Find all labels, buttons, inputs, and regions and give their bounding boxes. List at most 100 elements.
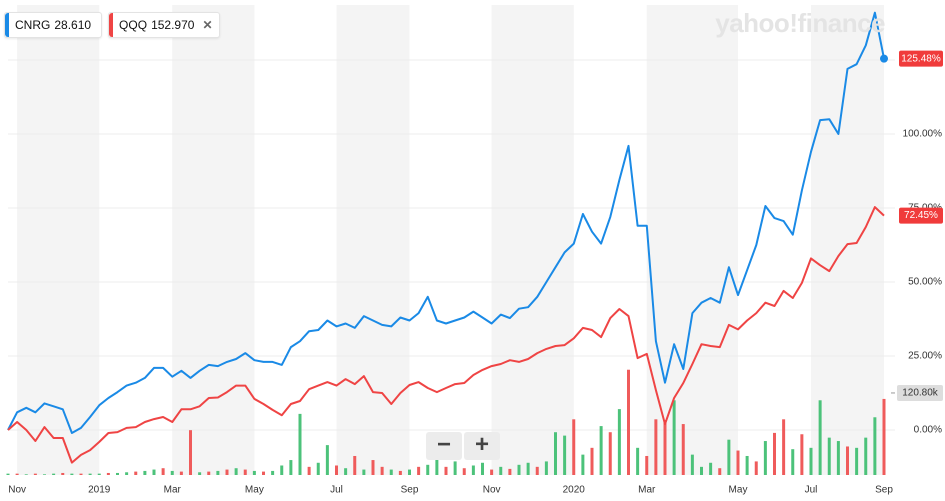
volume-bar — [97, 473, 101, 475]
volume-bar — [827, 437, 831, 475]
volume-bar — [252, 470, 256, 475]
volume-bar — [535, 466, 539, 475]
volume-bar — [499, 466, 503, 475]
volume-bar — [33, 473, 37, 475]
volume-bar — [371, 460, 375, 475]
month-band — [811, 5, 884, 475]
zoom-out-button[interactable]: − — [426, 432, 462, 460]
legend-entry[interactable]: CNRG 28.610 — [4, 12, 103, 38]
volume-bar — [873, 417, 877, 475]
x-tick-label: May — [245, 485, 264, 496]
volume-bar — [316, 462, 320, 475]
volume-bar — [654, 419, 658, 475]
volume-bar — [143, 470, 147, 475]
x-tick-label: 2019 — [88, 485, 111, 496]
volume-bar — [398, 470, 402, 475]
volume-bar — [262, 471, 265, 475]
volume-bar — [672, 400, 676, 475]
legend-price: 28.610 — [54, 18, 92, 32]
volume-bar — [116, 472, 119, 475]
y-tick-label: 0.00% — [914, 425, 942, 436]
x-tick-label: 2020 — [563, 485, 586, 496]
volume-tag: 120.80k — [902, 388, 939, 399]
zoom-in-button[interactable]: + — [464, 432, 500, 460]
x-tick-label: Nov — [483, 485, 501, 496]
volume-bar — [745, 455, 749, 475]
volume-bar — [216, 470, 220, 475]
volume-bar — [189, 430, 192, 475]
volume-bar — [490, 469, 494, 475]
volume-bar — [581, 454, 585, 475]
legend-entry[interactable]: QQQ 152.970 ✕ — [108, 12, 220, 38]
volume-tag-box — [897, 384, 943, 401]
volume-bar — [718, 468, 722, 475]
volume-bar — [106, 472, 110, 475]
volume-bar — [225, 469, 229, 475]
volume-bar — [599, 426, 603, 475]
volume-bar — [663, 419, 667, 475]
volume-bar — [52, 473, 56, 475]
volume-bar — [800, 434, 804, 475]
volume-bar — [125, 472, 129, 475]
end-tag-box — [899, 207, 943, 224]
x-tick-label: Jul — [330, 485, 343, 496]
volume-bar — [335, 465, 338, 475]
volume-bar — [134, 471, 138, 475]
volume-bar — [818, 400, 822, 475]
volume-bar — [79, 473, 83, 475]
x-tick-label: Nov — [8, 485, 26, 496]
volume-bar — [462, 468, 466, 475]
volume-bar — [426, 464, 430, 475]
y-tick-label: 100.00% — [903, 129, 943, 140]
month-band — [336, 5, 410, 475]
volume-bar — [627, 369, 630, 475]
volume-bar — [170, 470, 174, 475]
volume-bar — [6, 473, 10, 475]
legend-swatch — [5, 13, 9, 37]
remove-button[interactable]: ✕ — [202, 18, 213, 32]
x-tick-label: Sep — [875, 485, 893, 496]
legend-price: 152.970 — [151, 18, 195, 32]
volume-bar — [526, 462, 530, 475]
volume-bar — [198, 472, 202, 475]
month-band — [491, 5, 574, 475]
volume-bar — [344, 468, 348, 475]
volume-bar — [727, 439, 731, 475]
volume-bar — [709, 462, 713, 475]
volume-bar — [380, 466, 384, 475]
volume-bar — [280, 465, 284, 475]
x-tick-label: Mar — [164, 485, 182, 496]
volume-bar — [61, 472, 65, 475]
legend-name: QQQ — [119, 18, 148, 32]
volume-bar — [508, 468, 512, 475]
volume-bar — [234, 468, 238, 475]
volume-bar — [773, 432, 776, 475]
series-line — [7, 11, 885, 434]
volume-bar — [353, 455, 357, 475]
volume-bar — [846, 446, 849, 475]
volume-bar — [544, 461, 548, 475]
volume-bar — [836, 441, 840, 475]
volume-bar — [700, 466, 703, 475]
volume-bar — [15, 473, 19, 475]
volume-bar — [645, 455, 649, 475]
volume-bar — [435, 454, 439, 475]
legend-name: CNRG — [15, 18, 51, 32]
volume-bar — [24, 474, 28, 475]
volume-bar — [864, 437, 868, 475]
month-band — [17, 5, 100, 475]
end-dot — [880, 54, 888, 63]
legend-swatch — [109, 13, 114, 37]
x-tick-label: Jul — [805, 485, 818, 496]
volume-bar — [389, 469, 393, 475]
volume-bar — [417, 466, 421, 475]
volume-bar — [471, 465, 475, 475]
y-tick-label: 50.00% — [908, 277, 942, 288]
volume-bar — [88, 473, 92, 475]
volume-bar — [453, 461, 457, 475]
volume-bar — [791, 449, 795, 475]
volume-bar — [298, 413, 302, 475]
x-tick-label: Mar — [638, 485, 656, 496]
volume-bar — [617, 409, 621, 475]
